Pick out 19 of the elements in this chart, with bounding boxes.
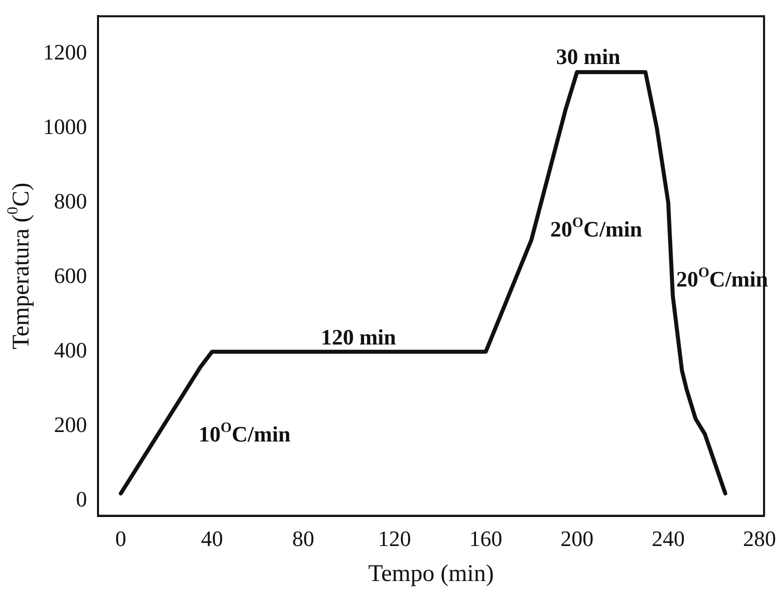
y-tick-label: 1000 bbox=[43, 114, 87, 139]
y-tick-label: 800 bbox=[54, 188, 87, 214]
x-axis-title: Tempo (min) bbox=[368, 560, 494, 587]
x-tick-label: 40 bbox=[201, 526, 224, 551]
annotation: 120 min bbox=[320, 324, 396, 350]
y-tick-label: 1200 bbox=[43, 39, 87, 64]
x-tick-label: 240 bbox=[652, 526, 685, 551]
y-tick-label: 200 bbox=[54, 412, 87, 438]
y-axis-title: Temperatura (0C) bbox=[4, 182, 34, 350]
x-tick-label: 160 bbox=[469, 526, 502, 551]
x-tick-label: 120 bbox=[378, 526, 412, 551]
x-tick-label: 280 bbox=[742, 526, 776, 551]
annotation: 30 min bbox=[556, 44, 620, 69]
x-tick-label: 200 bbox=[560, 526, 594, 551]
y-tick-label: 0 bbox=[76, 486, 87, 512]
y-tick-label: 600 bbox=[54, 262, 87, 288]
x-tick-label: 0 bbox=[115, 526, 126, 551]
y-tick-label: 400 bbox=[54, 338, 87, 363]
x-tick-label: 80 bbox=[292, 526, 314, 551]
